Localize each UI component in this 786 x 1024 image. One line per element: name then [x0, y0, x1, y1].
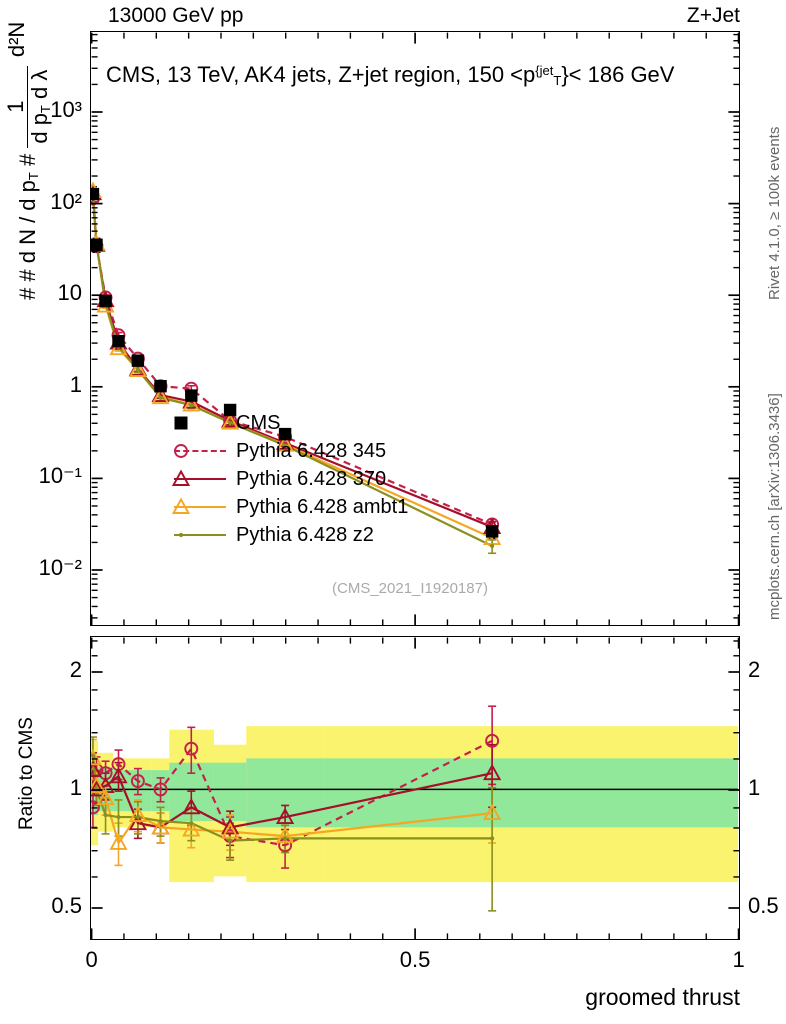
legend-line-sample	[174, 506, 226, 508]
legend-line-sample	[174, 478, 226, 480]
header-process-label: Z+Jet	[686, 4, 740, 27]
y-axis-title-fraction-d2n: d²N	[4, 21, 30, 58]
legend-item: Pythia 6.428 ambt1	[172, 493, 408, 521]
main-axis-ticks	[90, 32, 740, 626]
legend-line-sample	[174, 534, 226, 536]
mcplots-caption: mcplots.cern.ch [arXiv:1306.3436]	[766, 393, 783, 620]
legend-label: Pythia 6.428 370	[236, 467, 387, 490]
legend-marker-icon	[174, 416, 188, 430]
legend-marker-icon	[174, 444, 188, 458]
x-tick-label: 0	[85, 947, 98, 972]
ratio-plot-canvas	[91, 705, 738, 912]
legend-item: Pythia 6.428 z2	[172, 521, 408, 549]
y-axis-title-prefix: # # d N / d pT #	[15, 153, 42, 300]
y-axis-title: # # d N / d pT # 1 d pT d λ d²N	[3, 18, 53, 300]
y-tick-label-main: 10⁻¹	[38, 463, 82, 489]
x-axis-title: groomed thrust	[585, 984, 740, 1010]
y-tick-label-ratio-left: 2	[69, 657, 82, 682]
legend-label: Pythia 6.428 345	[236, 439, 387, 462]
y-tick-label-ratio-left: 1	[69, 775, 82, 800]
x-tick-label: 0.5	[399, 947, 431, 972]
y-tick-label-ratio-right: 1	[748, 775, 761, 800]
legend-key-circle-icon	[172, 437, 230, 465]
y-tick-label-ratio-left: 0.5	[51, 893, 82, 918]
legend-key-square-icon	[172, 409, 230, 437]
main-plot-canvas	[91, 181, 502, 555]
legend-item: Pythia 6.428 370	[172, 465, 408, 493]
y-tick-label-main: 10⁻²	[38, 555, 82, 580]
legend-item: Pythia 6.428 345	[172, 437, 408, 465]
legend-key-triangle-icon	[172, 493, 230, 521]
legend-marker-icon	[172, 497, 191, 514]
y-tick-label-main: 1	[69, 371, 82, 397]
analysis-id-watermark: (CMS_2021_I1920187)	[332, 580, 488, 597]
x-tick-label: 1	[732, 947, 745, 972]
legend-label: Pythia 6.428 ambt1	[236, 495, 409, 518]
y-tick-label-main: 10	[57, 280, 82, 306]
y-tick-label-main: 10²	[50, 188, 82, 214]
rivet-version-caption: Rivet 4.1.0, ≥ 100k events	[766, 126, 783, 300]
legend-item: CMS	[172, 409, 408, 437]
ratio-y-axis-title: Ratio to CMS	[16, 717, 37, 830]
main-plot-panel	[90, 31, 740, 626]
header-beam-label: 13000 GeV pp	[108, 4, 244, 27]
y-tick-label-main: 10³	[50, 97, 82, 122]
legend-marker-icon	[172, 469, 191, 486]
y-tick-label-ratio-right: 2	[748, 657, 761, 682]
legend-label: Pythia 6.428 z2	[236, 523, 374, 546]
legend-label: CMS	[236, 411, 281, 434]
plot-annotation-title: CMS, 13 TeV, AK4 jets, Z+jet region, 150…	[106, 62, 675, 88]
y-tick-label-ratio-right: 0.5	[748, 893, 779, 918]
legend-key-dot-icon	[172, 521, 230, 549]
legend-line-sample	[174, 450, 226, 452]
legend-key-triangle-icon	[172, 465, 230, 493]
legend-marker-icon	[178, 532, 184, 538]
ratio-plot-panel	[90, 636, 740, 940]
ratio-axis-ticks	[90, 637, 740, 940]
legend: CMS Pythia 6.428 345 Pythia 6.428 370 Pythi…	[172, 409, 408, 549]
